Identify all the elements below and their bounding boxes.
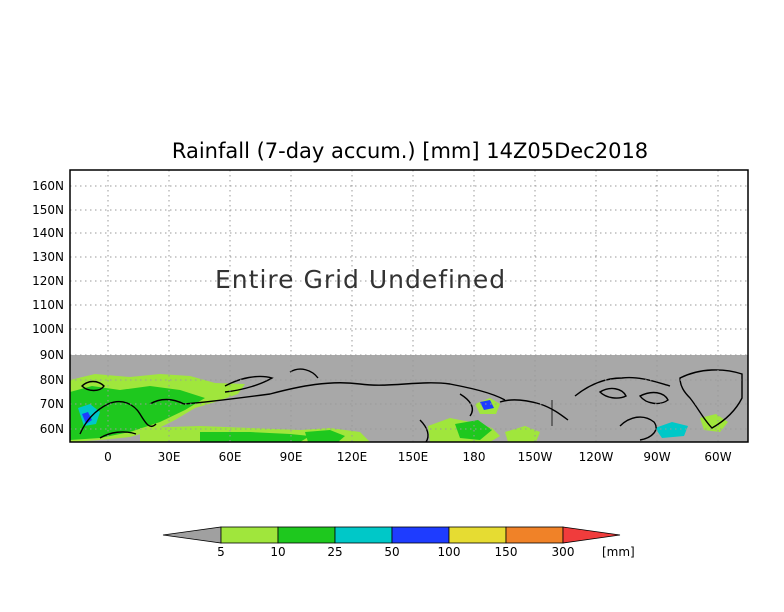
lat-label: 90N bbox=[40, 348, 64, 362]
color-bar: 5 10 25 50 100 150 300 [mm] bbox=[162, 526, 635, 559]
plot-frame bbox=[69, 169, 749, 443]
lon-label: 30E bbox=[158, 450, 181, 464]
colorbar-segment bbox=[277, 526, 336, 544]
map-plot-area: Entire Grid Undefined bbox=[69, 169, 749, 443]
coastline-siberia bbox=[183, 382, 506, 405]
rain-patch-labrador bbox=[655, 422, 688, 438]
coastline-kamchatka bbox=[419, 419, 429, 443]
lat-label: 160N bbox=[32, 179, 64, 193]
lat-label: 70N bbox=[40, 397, 64, 411]
colorbar-segment bbox=[448, 526, 507, 544]
lat-label: 150N bbox=[32, 203, 64, 217]
colorbar-threshold: 50 bbox=[384, 545, 399, 559]
colorbar-threshold: 150 bbox=[495, 545, 518, 559]
colorbar-threshold: 10 bbox=[270, 545, 285, 559]
lon-label: 60W bbox=[704, 450, 731, 464]
coastline-islands-2 bbox=[638, 391, 669, 405]
rain-patch-europe-core bbox=[200, 432, 310, 442]
lat-label: 80N bbox=[40, 373, 64, 387]
undefined-grid-notice: Entire Grid Undefined bbox=[215, 265, 506, 294]
lon-label: 120W bbox=[579, 450, 614, 464]
lon-label: 150W bbox=[518, 450, 553, 464]
lat-label: 140N bbox=[32, 226, 64, 240]
coastline-islands-1 bbox=[598, 387, 627, 399]
lat-label: 120N bbox=[32, 274, 64, 288]
map-title: Rainfall (7-day accum.) [mm] 14Z05Dec201… bbox=[172, 139, 648, 163]
lon-label: 180 bbox=[463, 450, 486, 464]
colorbar-low-triangle bbox=[162, 526, 222, 544]
colorbar-threshold: 100 bbox=[438, 545, 461, 559]
lat-label: 60N bbox=[40, 422, 64, 436]
graticule bbox=[70, 170, 748, 442]
lat-label: 110N bbox=[32, 298, 64, 312]
colorbar-segment bbox=[391, 526, 450, 544]
rain-patch-pacific-nw bbox=[505, 426, 540, 442]
coastline-iceland bbox=[81, 380, 105, 392]
lat-label: 100N bbox=[32, 322, 64, 336]
colorbar-high-triangle bbox=[562, 526, 621, 544]
lon-label: 120E bbox=[337, 450, 368, 464]
lon-label: 150E bbox=[398, 450, 429, 464]
rain-patch-central-asia bbox=[305, 430, 345, 442]
colorbar-unit: [mm] bbox=[602, 545, 635, 559]
longitude-axis: 0 30E 60E 90E 120E 150E 180 150W 120W 90… bbox=[104, 450, 732, 464]
coastline-greenland bbox=[679, 369, 743, 429]
coastline-hudson-bay bbox=[619, 416, 657, 441]
colorbar-segment bbox=[220, 526, 279, 544]
colorbar-threshold: 5 bbox=[217, 545, 225, 559]
coastlines bbox=[79, 368, 743, 443]
coastline-scandinavia bbox=[79, 400, 157, 435]
rain-patch-norway bbox=[82, 412, 92, 424]
colorbar-segment bbox=[334, 526, 393, 544]
lon-label: 90E bbox=[280, 450, 303, 464]
coastline-kola bbox=[149, 398, 185, 405]
latitude-axis: 160N 150N 140N 130N 120N 110N 100N 90N 8… bbox=[32, 179, 64, 436]
colorbar-threshold: 300 bbox=[552, 545, 575, 559]
rain-patch-greenland-south bbox=[700, 414, 728, 432]
coastline-canada-archipelago bbox=[574, 376, 671, 397]
lat-label: 130N bbox=[32, 250, 64, 264]
coastline-taymyr bbox=[289, 368, 319, 379]
lon-label: 0 bbox=[104, 450, 112, 464]
coastline-novaya-zemlya bbox=[224, 375, 274, 393]
lon-label: 90W bbox=[643, 450, 670, 464]
colorbar-segment bbox=[505, 526, 564, 544]
rainfall-patches bbox=[70, 374, 728, 442]
lon-label: 60E bbox=[219, 450, 242, 464]
coastline-europe-south bbox=[99, 431, 137, 439]
colorbar-threshold: 25 bbox=[327, 545, 342, 559]
rain-patch-alaska-core bbox=[480, 400, 494, 410]
